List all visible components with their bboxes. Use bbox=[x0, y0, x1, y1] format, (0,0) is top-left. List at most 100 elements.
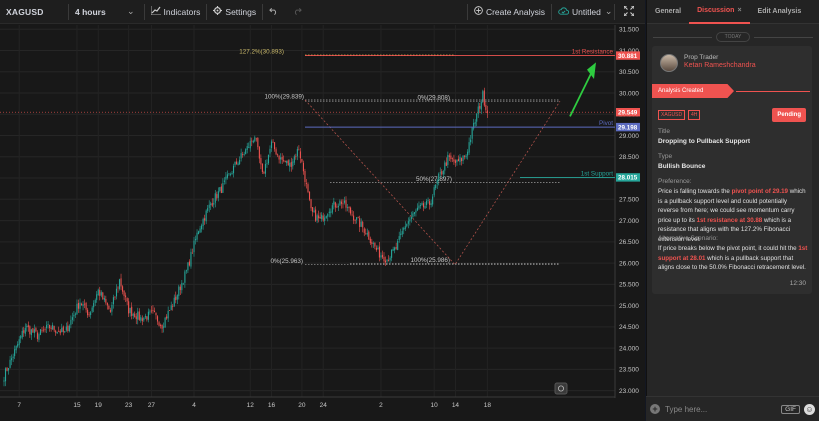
chart-panel[interactable]: XAGUSD 4 hours ⌄ Indicators Settings bbox=[0, 0, 645, 421]
gear-icon bbox=[213, 6, 223, 17]
candle-body bbox=[454, 160, 456, 163]
candle-body bbox=[169, 310, 171, 311]
author-role: Prop Trader bbox=[684, 54, 719, 61]
candle-body bbox=[8, 368, 10, 371]
tab-general[interactable]: General bbox=[647, 0, 689, 24]
layout-save-button[interactable]: Untitled ⌄ bbox=[552, 0, 614, 24]
candle-body bbox=[85, 302, 87, 310]
candle-body bbox=[407, 221, 409, 224]
redo-button[interactable] bbox=[287, 0, 311, 24]
candle-body bbox=[32, 328, 34, 333]
tab-discussion[interactable]: Discussion × bbox=[689, 0, 750, 24]
interval-selector[interactable]: 4 hours bbox=[69, 0, 121, 24]
candle-body bbox=[36, 332, 38, 339]
candle-body bbox=[333, 201, 335, 205]
time-tick-label: 10 bbox=[431, 402, 439, 409]
candle-body bbox=[419, 205, 422, 206]
snapshot-icon[interactable] bbox=[554, 382, 568, 395]
candle-body bbox=[299, 151, 301, 159]
level-price-tag bbox=[616, 173, 640, 182]
analysis-type: Bullish Bounce bbox=[658, 163, 706, 170]
candle-body bbox=[415, 210, 417, 213]
price-tick-label: 29.000 bbox=[619, 133, 639, 140]
candle-body bbox=[24, 328, 26, 334]
candle-body bbox=[289, 162, 291, 167]
attach-plus-icon[interactable]: + bbox=[650, 404, 660, 414]
candle-body bbox=[422, 203, 425, 208]
undo-icon bbox=[269, 7, 278, 17]
author-name[interactable]: Ketan Rameshchandra bbox=[684, 62, 756, 69]
candle-body bbox=[445, 162, 447, 166]
candle-body bbox=[429, 201, 431, 205]
candle-body bbox=[146, 316, 148, 320]
candle-body bbox=[166, 316, 168, 319]
candle-body bbox=[237, 163, 239, 166]
candle-body bbox=[173, 297, 175, 307]
time-tick-label: 18 bbox=[484, 402, 492, 409]
candle-body bbox=[67, 325, 69, 331]
candle-body bbox=[6, 367, 8, 371]
candle-body bbox=[375, 247, 377, 250]
candle-body bbox=[79, 302, 81, 309]
time-tick-label: 15 bbox=[73, 402, 81, 409]
candle-body bbox=[315, 209, 317, 221]
candle-body bbox=[44, 329, 46, 331]
candle-body bbox=[460, 158, 463, 162]
candle-body bbox=[368, 231, 370, 240]
layout-name: Untitled bbox=[572, 6, 601, 17]
candle-body bbox=[220, 186, 222, 194]
candle-body bbox=[275, 149, 277, 155]
fullscreen-button[interactable] bbox=[615, 0, 645, 24]
indicators-button[interactable]: Indicators bbox=[145, 0, 207, 24]
create-analysis-button[interactable]: Create Analysis bbox=[468, 0, 551, 24]
highlighted-text: 1st support at 28.01 bbox=[658, 245, 808, 262]
symbol-selector[interactable]: XAGUSD bbox=[0, 0, 68, 24]
fibonacci-connector bbox=[304, 99, 561, 266]
candle-body bbox=[263, 172, 265, 174]
gif-button[interactable]: GIF bbox=[781, 404, 800, 414]
candle-body bbox=[436, 180, 438, 184]
candle-body bbox=[137, 311, 139, 320]
candle-body bbox=[280, 157, 282, 160]
candle-body bbox=[219, 187, 221, 191]
fibonacci-level-label: 127.2%(30.893) bbox=[239, 49, 284, 56]
candle-body bbox=[193, 240, 195, 253]
candle-body bbox=[176, 295, 178, 300]
interval-dropdown-button[interactable]: ⌄ bbox=[121, 0, 144, 24]
candle-body bbox=[319, 217, 321, 219]
settings-button[interactable]: Settings bbox=[207, 0, 262, 24]
emoji-icon[interactable]: ☺ bbox=[804, 403, 815, 415]
candle-body bbox=[27, 325, 29, 328]
message-time: 12:30 bbox=[789, 280, 806, 287]
candle-body bbox=[210, 203, 212, 205]
candle-body bbox=[123, 290, 125, 296]
pending-status-button[interactable]: Pending bbox=[772, 108, 806, 122]
current-price-label: 29.549 bbox=[618, 109, 638, 116]
candle-body bbox=[74, 313, 76, 315]
candle-body bbox=[444, 162, 446, 171]
candle-body bbox=[77, 303, 80, 309]
candle-body bbox=[108, 305, 110, 310]
candle-body bbox=[239, 159, 241, 165]
price-chart[interactable]: 31.50031.00030.50030.00029.50029.00028.5… bbox=[0, 25, 645, 421]
undo-button[interactable] bbox=[263, 0, 287, 24]
candle-body bbox=[418, 205, 420, 209]
cloud-icon bbox=[558, 6, 570, 17]
candle-body bbox=[474, 122, 476, 124]
candle-body bbox=[39, 329, 42, 335]
candle-body bbox=[339, 200, 341, 206]
close-icon[interactable]: × bbox=[737, 7, 742, 14]
candle-body bbox=[483, 90, 485, 106]
candle-body bbox=[216, 194, 218, 199]
candle-body bbox=[245, 149, 247, 155]
message-input[interactable] bbox=[665, 404, 782, 414]
candle-body bbox=[132, 313, 134, 316]
candle-body bbox=[199, 228, 201, 233]
candle-body bbox=[439, 172, 441, 174]
time-tick-label: 7 bbox=[17, 402, 21, 409]
candle-body bbox=[292, 161, 294, 167]
tab-edit-analysis[interactable]: Edit Analysis bbox=[750, 0, 810, 24]
candle-body bbox=[236, 161, 238, 165]
alternative-label: Alternative Scenario: bbox=[658, 235, 718, 242]
fibonacci-level-label: 50%(27.897) bbox=[416, 176, 452, 183]
